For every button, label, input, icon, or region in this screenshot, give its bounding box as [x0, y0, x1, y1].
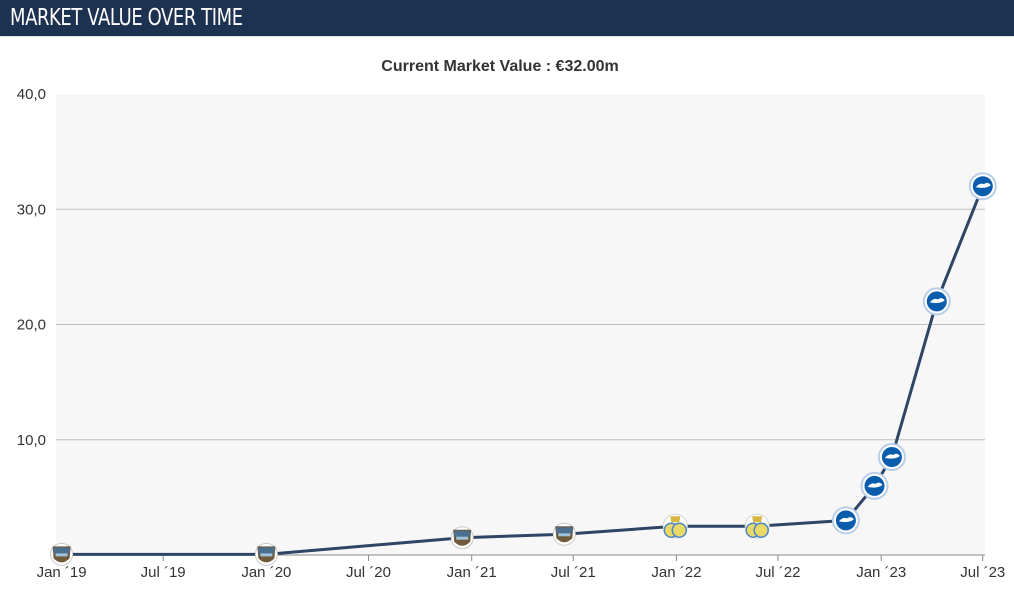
crest-stripe	[558, 533, 571, 537]
x-tick-label: Jan ´22	[651, 564, 701, 581]
y-tick-label: 30,0	[17, 201, 46, 218]
y-tick-label: 40,0	[17, 86, 46, 103]
y-tick-label: 10,0	[17, 432, 46, 449]
x-tick-label: Jul ´20	[346, 564, 391, 581]
x-tick-label: Jul ´21	[551, 564, 596, 581]
x-tick-label: Jul ´22	[755, 564, 800, 581]
data-point-marker	[662, 513, 688, 539]
crest-stripe	[55, 553, 68, 557]
current-market-value: Current Market Value : €32.00m	[381, 58, 619, 75]
crest-circle-right	[753, 522, 769, 538]
data-point-marker	[922, 287, 951, 316]
data-point-marker	[50, 542, 74, 566]
crest-crown	[670, 516, 681, 523]
crest-stripe	[456, 536, 469, 540]
x-tick-label: Jan ´19	[37, 564, 87, 581]
crest-bird	[929, 298, 945, 304]
y-tick-label: 20,0	[17, 317, 46, 334]
x-tick-label: Jan ´21	[447, 564, 497, 581]
x-tick-label: Jul ´19	[141, 564, 186, 581]
data-point-marker	[744, 513, 770, 539]
crest-bird	[975, 182, 991, 188]
data-point-marker	[968, 172, 997, 201]
crest-stripe	[260, 553, 273, 557]
data-point-marker	[877, 443, 906, 471]
data-point-marker	[831, 506, 860, 535]
crest-band	[53, 547, 70, 554]
x-tick-label: Jan ´23	[856, 564, 906, 581]
crest-bird	[884, 453, 900, 459]
crest-crown	[752, 516, 763, 523]
crest-circle-right	[671, 522, 688, 538]
crest-bird	[838, 517, 854, 523]
crest-band	[556, 527, 573, 534]
crest-bird	[867, 482, 883, 488]
section-title: MARKET VALUE OVER TIME	[10, 5, 243, 31]
crest-band	[258, 547, 275, 554]
crest-band	[454, 530, 471, 537]
section-header: MARKET VALUE OVER TIME	[0, 0, 1014, 37]
x-tick-label: Jul ´23	[960, 564, 1005, 581]
x-tick-label: Jan ´20	[241, 564, 291, 581]
data-point-marker	[552, 522, 576, 546]
data-point-marker	[254, 542, 278, 566]
data-point-marker	[450, 526, 474, 550]
data-point-marker	[860, 471, 889, 500]
